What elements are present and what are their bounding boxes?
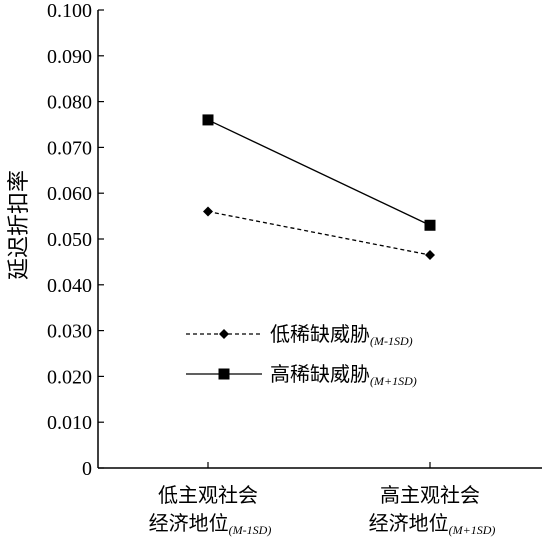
y-tick-label: 0.060: [47, 183, 92, 205]
y-tick-label: 0.040: [47, 275, 92, 297]
y-axis-ticks: 0 0.010 0.020 0.030 0.040 0.050 0.060 0.070 0.08…: [47, 0, 104, 480]
y-tick-label: 0.100: [47, 0, 92, 22]
series-group: [202, 114, 436, 261]
series-2: [202, 114, 436, 231]
y-tick-label: 0: [82, 458, 92, 480]
data-point: [203, 206, 213, 217]
legend-marker: [218, 368, 230, 380]
y-tick-label: 0.080: [47, 92, 92, 114]
legend: 低稀缺威胁(M-1SD) 高稀缺威胁(M+1SD): [186, 323, 417, 388]
y-tick-label: 0.020: [47, 366, 92, 388]
y-tick-label: 0.050: [47, 229, 92, 251]
data-point: [202, 114, 214, 126]
legend-label: 低稀缺威胁(M-1SD): [270, 323, 413, 348]
x-category-label: 低主观社会: [158, 484, 258, 507]
y-axis-title: 延迟折扣率: [6, 170, 31, 280]
x-category-label: 经济地位(M+1SD): [369, 512, 496, 537]
y-tick-label: 0.090: [47, 46, 92, 68]
legend-item: 高稀缺威胁(M+1SD): [186, 363, 417, 388]
legend-label: 高稀缺威胁(M+1SD): [270, 363, 417, 388]
y-tick-label: 0.070: [47, 137, 92, 159]
series-line: [207, 210, 431, 256]
data-point: [425, 250, 435, 261]
data-point: [424, 219, 436, 231]
y-tick-label: 0.010: [47, 412, 92, 434]
series-1: [203, 206, 435, 261]
y-tick-label: 0.030: [47, 321, 92, 343]
x-category-label: 经济地位(M-1SD): [149, 512, 272, 537]
series-line: [207, 119, 431, 226]
x-category-label: 高主观社会: [380, 484, 480, 507]
axes: [97, 10, 542, 469]
legend-item: 低稀缺威胁(M-1SD): [186, 323, 413, 348]
legend-marker: [219, 329, 229, 339]
